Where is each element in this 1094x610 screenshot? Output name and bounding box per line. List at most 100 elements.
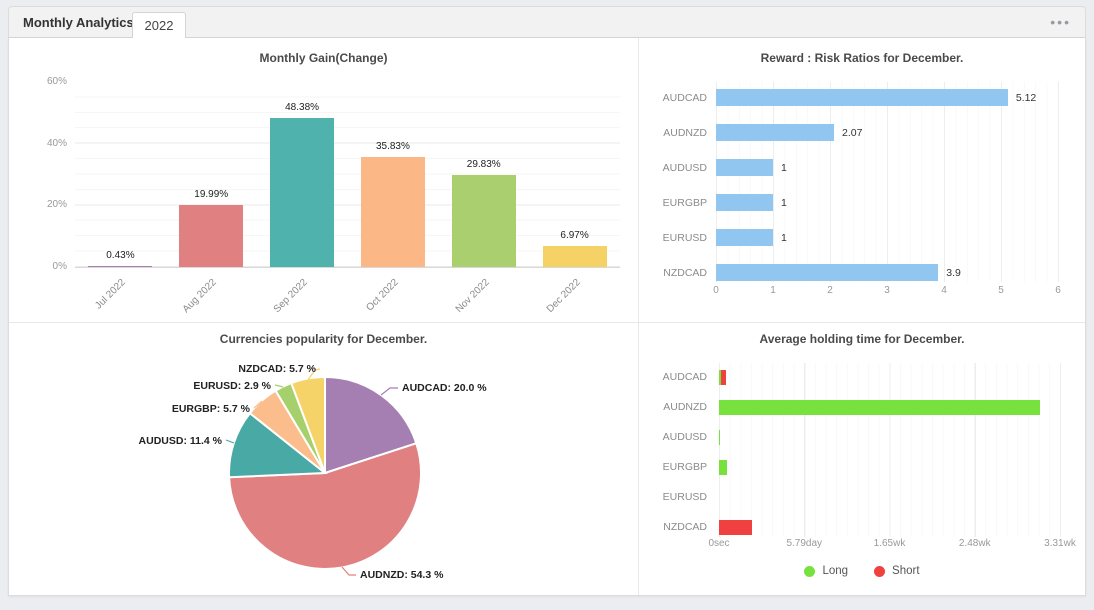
pie-leader-line [225,439,235,444]
bar-slot: 48.38% [257,82,348,267]
holding-time-rows: AUDCAD AUDNZD AUDUSD EURGBP EURUSD NZDCAD [639,362,1085,542]
bar-slot: 6.97% [529,82,620,267]
reward-risk-bar[interactable] [716,229,773,246]
table-row: AUDCAD [639,362,1085,392]
bar-value-label: 1 [781,231,787,244]
bar-track: 5.12 [716,89,1058,106]
reward-risk-bar[interactable] [716,124,834,141]
reward-risk-bar[interactable] [716,89,1008,106]
monthly-gain-bar[interactable] [542,245,607,267]
table-row: AUDUSD 1 [639,150,1085,185]
bar-track [719,459,1060,475]
table-row: EURUSD 1 [639,220,1085,255]
bar-value-label: 0.43% [106,249,135,261]
category-label: NZDCAD [663,266,707,279]
reward-risk-bar[interactable] [716,264,939,281]
reward-risk-x-axis: 0 1 2 3 4 5 6 [713,285,1061,299]
x-axis-tick: 4 [941,285,947,296]
monthly-gain-bar[interactable] [88,265,153,267]
tab-label: 2022 [144,18,174,33]
legend-dot [804,565,816,577]
currencies-popularity-chart: Currencies popularity for December. AUDC… [9,323,639,595]
legend-dot [874,565,886,577]
reward-risk-rows: AUDCAD 5.12 AUDNZD 2.07 AUDUSD 1 EURGBP 1 EURUSD… [639,80,1085,290]
x-axis-tick: 2.48wk [958,538,991,549]
tab-2022[interactable]: 2022 [132,12,186,38]
table-row: NZDCAD [639,512,1085,542]
pie-slice-label: EURGBP: 5.7 % [171,403,250,415]
x-axis-tick: 3.31wk [1044,538,1076,549]
monthly-gain-bar[interactable] [360,156,425,267]
bar-slot: 0.43% [75,82,166,267]
bar-track: 1 [716,159,1058,176]
category-label: EURUSD [662,491,707,503]
bar-value-label: 29.83% [466,159,501,171]
bar-track: 1 [716,194,1058,211]
bar-value-label: 3.9 [946,266,961,279]
bar-value-label: 2.07 [841,126,863,139]
gridlines [719,363,1061,537]
x-axis-tick: 0 [713,285,719,296]
monthly-gain-chart: Monthly Gain(Change) 0% 20% 40% 60% Jul 2022… [9,38,639,323]
category-label: AUDCAD [662,91,707,104]
bar-slot: 19.99% [166,82,257,267]
holding-bar-long[interactable] [719,369,722,385]
holding-time-x-axis: 0sec 5.79day 1.65wk 2.48wk 3.31wk [708,538,1075,552]
pie-leader-line [380,387,398,396]
holding-bar-long[interactable] [719,429,721,445]
bar-track [719,519,1060,535]
legend-label: Long [822,565,849,577]
pie-slice-NZDCAD[interactable] [290,375,326,474]
ellipsis-menu-icon[interactable]: ••• [1050,14,1071,30]
monthly-gain-bar[interactable] [451,175,516,267]
pie-slice-label: AUDUSD: 11.4 % [138,435,222,447]
legend-item-long[interactable]: Long [804,565,848,577]
x-axis-tick: 1 [770,285,776,296]
table-row: EURUSD [639,482,1085,512]
bar-track [719,369,1060,385]
holding-bar-short[interactable] [719,519,753,535]
bar-slot: 29.83% [438,82,529,267]
bar-value-label: 19.99% [194,189,229,201]
table-row: AUDNZD 2.07 [639,115,1085,150]
gridlines [716,82,1059,282]
tab-bar: Monthly Analytics 2022 ••• [8,6,1086,38]
pie-leader-line [307,368,321,381]
pie-chart [225,368,422,576]
y-axis-tick: 40% [46,137,67,149]
category-label: EURGBP [662,461,707,473]
monthly-gain-bar[interactable] [270,117,335,267]
legend-label: Short [892,565,920,577]
x-axis-tick: 6 [1055,285,1061,296]
monthly-gain-plot: 0% 20% 40% 60% Jul 2022 Aug 2022 Sep 2022 Oct 2… [47,76,620,315]
bar-value-label: 35.83% [375,140,410,152]
bar-slot: 35.83% [348,82,439,267]
legend-item-short[interactable]: Short [874,565,920,577]
holding-time-legend: Long Short [639,565,1085,577]
bar-value-label: 5.12 [1015,91,1037,104]
reward-risk-title: Reward : Risk Ratios for December. [760,51,964,65]
y-axis-tick: 60% [46,76,67,87]
y-axis-tick: 20% [46,199,67,211]
holding-bar-long[interactable] [719,459,728,475]
table-row: AUDNZD [639,392,1085,422]
bar-track: 1 [716,229,1058,246]
table-row: NZDCAD 3.9 [639,255,1085,290]
bar-track: 2.07 [716,124,1058,141]
monthly-gain-bar[interactable] [179,205,244,267]
x-axis-tick: 5.79day [786,538,823,549]
holding-bar-long[interactable] [719,399,1040,415]
reward-risk-bar[interactable] [716,194,773,211]
table-row: EURGBP 1 [639,185,1085,220]
holding-bar-short[interactable] [719,369,726,385]
reward-risk-bar[interactable] [716,159,773,176]
bar-track [719,399,1060,415]
holding-time-chart: Average holding time for December. AUDCA… [639,323,1085,595]
pie-leader-line [274,384,284,388]
category-label: EURGBP [662,196,707,209]
window-title: Monthly Analytics [23,14,134,30]
category-label: EURUSD [662,231,707,244]
pie-slice-label: AUDCAD: 20.0 % [402,382,487,394]
reward-risk-chart: Reward : Risk Ratios for December. AUDCA… [639,38,1085,323]
y-axis-tick: 0% [52,261,67,272]
